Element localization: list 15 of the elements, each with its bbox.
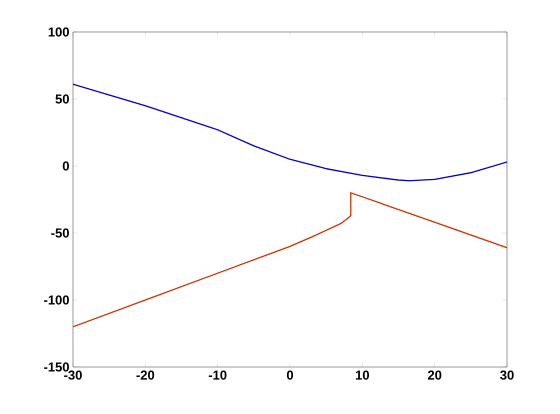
y-tick-label: 0 xyxy=(62,161,69,171)
y-tick-label: 100 xyxy=(48,27,69,37)
x-tick-label: 10 xyxy=(356,370,370,380)
x-tick-label: -20 xyxy=(136,370,154,380)
x-tick-label: -10 xyxy=(208,370,226,380)
line-series xyxy=(73,84,508,182)
y-tick-label: -100 xyxy=(44,295,69,305)
x-tick-label: 0 xyxy=(286,370,294,380)
line-series xyxy=(73,192,508,328)
x-tick-label: 30 xyxy=(500,370,514,380)
x-tick-label: -30 xyxy=(64,370,82,380)
y-tick-label: -50 xyxy=(51,228,69,238)
y-tick-label: 50 xyxy=(55,94,69,104)
x-tick-label: 20 xyxy=(428,370,442,380)
y-tick-label: -150 xyxy=(44,362,69,372)
